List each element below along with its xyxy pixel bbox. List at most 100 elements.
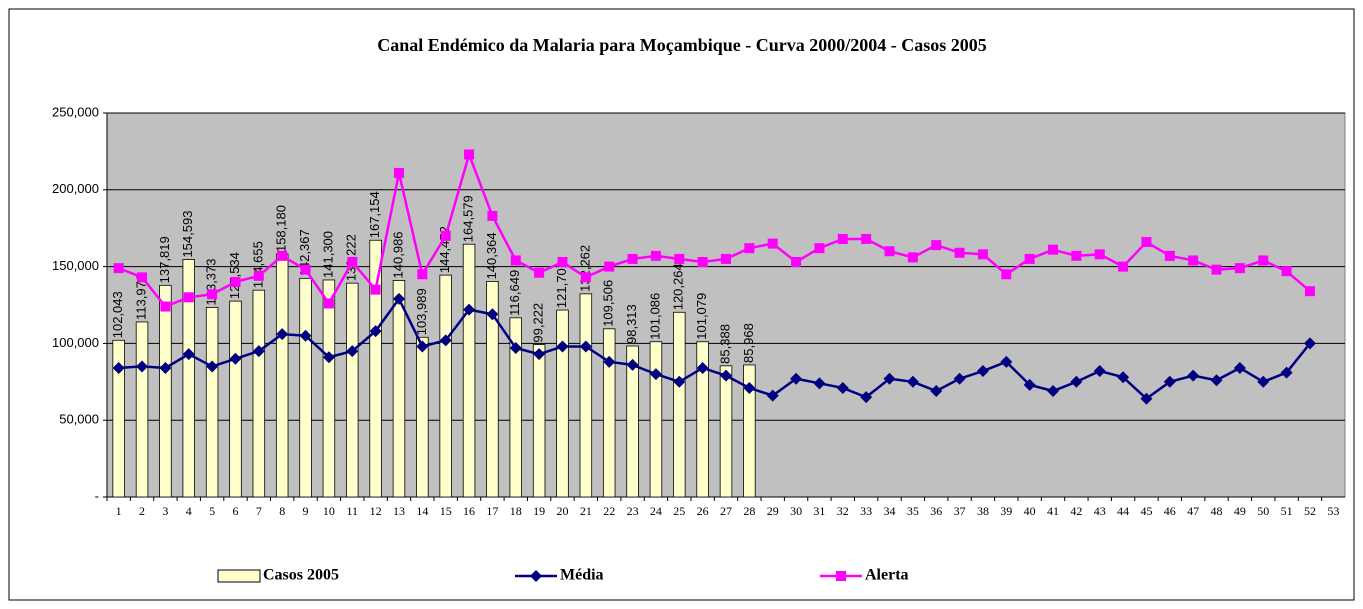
- x-tick-label: 40: [1024, 504, 1036, 518]
- x-tick-label: 3: [162, 504, 168, 518]
- marker: [907, 252, 918, 263]
- marker: [954, 247, 965, 258]
- marker: [1257, 375, 1270, 388]
- x-tick-label: 51: [1281, 504, 1293, 518]
- marker: [579, 340, 592, 353]
- marker: [953, 372, 966, 385]
- marker: [416, 340, 429, 353]
- marker: [603, 355, 616, 368]
- marker: [463, 303, 476, 316]
- marker: [720, 369, 732, 382]
- marker: [580, 272, 591, 283]
- bar: [486, 281, 499, 498]
- marker: [1163, 375, 1176, 388]
- bar: [275, 253, 289, 498]
- marker: [486, 308, 499, 321]
- value-label: 120,264: [671, 263, 686, 310]
- marker: [1234, 263, 1245, 274]
- x-tick-label: 30: [790, 504, 802, 518]
- marker: [253, 270, 264, 281]
- x-tick-label: 41: [1047, 504, 1059, 518]
- x-tick-label: 29: [767, 504, 779, 518]
- marker: [743, 381, 756, 394]
- marker: [1188, 255, 1199, 266]
- bar: [719, 365, 733, 498]
- marker: [417, 269, 428, 280]
- bar: [626, 345, 639, 498]
- x-tick-label: 5: [209, 504, 215, 518]
- x-tick-label: 16: [463, 504, 475, 518]
- bar: [673, 311, 686, 498]
- marker: [1210, 374, 1223, 387]
- marker: [1164, 250, 1175, 261]
- marker: [1280, 366, 1293, 379]
- marker: [533, 348, 546, 361]
- marker: [510, 255, 521, 266]
- x-tick-label: 48: [1211, 504, 1223, 518]
- x-tick-label: 19: [533, 504, 545, 518]
- bar: [392, 280, 406, 498]
- marker: [1093, 365, 1106, 378]
- y-tick-label: 150,000: [52, 258, 99, 273]
- x-tick-label: 52: [1304, 504, 1316, 518]
- marker: [136, 360, 149, 373]
- marker: [509, 342, 522, 355]
- marker: [836, 381, 849, 394]
- marker: [1024, 253, 1035, 264]
- legend-label: Média: [560, 567, 604, 584]
- marker: [370, 284, 381, 295]
- value-label: 116,649: [507, 270, 522, 316]
- marker: [230, 276, 241, 287]
- marker: [1094, 249, 1105, 260]
- marker: [861, 233, 872, 244]
- legend-label: Alerta: [865, 567, 909, 584]
- x-tick-label: 14: [416, 504, 428, 518]
- x-tick-label: 17: [486, 504, 498, 518]
- value-label: 167,154: [367, 191, 382, 238]
- value-label: 85,968: [741, 323, 756, 363]
- value-label: 140,986: [390, 231, 405, 278]
- x-tick-label: 36: [930, 504, 942, 518]
- marker: [206, 360, 219, 373]
- marker: [277, 250, 288, 261]
- marker: [347, 256, 358, 267]
- x-tick-label: 1: [116, 504, 122, 518]
- x-tick-label: 32: [837, 504, 849, 518]
- marker: [697, 256, 708, 267]
- x-tick-label: 44: [1117, 504, 1129, 518]
- marker: [649, 368, 662, 381]
- value-label: 140,364: [484, 232, 499, 279]
- value-label: 101,079: [694, 293, 709, 340]
- value-label: 102,043: [110, 291, 125, 338]
- marker: [1233, 361, 1246, 374]
- marker: [883, 372, 896, 385]
- x-tick-label: 43: [1094, 504, 1106, 518]
- x-tick-label: 35: [907, 504, 919, 518]
- value-label: 134,655: [250, 241, 265, 288]
- x-tick-label: 2: [139, 504, 145, 518]
- value-label: 164,579: [460, 195, 475, 242]
- marker: [767, 238, 778, 249]
- marker: [1118, 261, 1129, 272]
- bar: [556, 309, 569, 498]
- value-label: 127,534: [227, 252, 242, 299]
- bar: [205, 307, 219, 498]
- y-tick-label: -: [95, 488, 99, 503]
- x-tick-label: 25: [673, 504, 685, 518]
- x-tick-label: 22: [603, 504, 615, 518]
- x-tick-label: 6: [232, 504, 238, 518]
- marker: [182, 348, 195, 361]
- x-tick-label: 27: [720, 504, 732, 518]
- marker: [369, 325, 382, 338]
- marker: [884, 246, 895, 257]
- marker: [439, 334, 452, 347]
- marker: [604, 261, 615, 272]
- legend-marker: [530, 570, 542, 582]
- marker: [696, 361, 709, 374]
- x-tick-label: 39: [1000, 504, 1012, 518]
- x-tick-label: 13: [393, 504, 405, 518]
- value-label: 154,593: [180, 211, 195, 258]
- marker: [1281, 266, 1292, 277]
- value-label: 98,313: [624, 304, 639, 344]
- x-tick-label: 7: [256, 504, 262, 518]
